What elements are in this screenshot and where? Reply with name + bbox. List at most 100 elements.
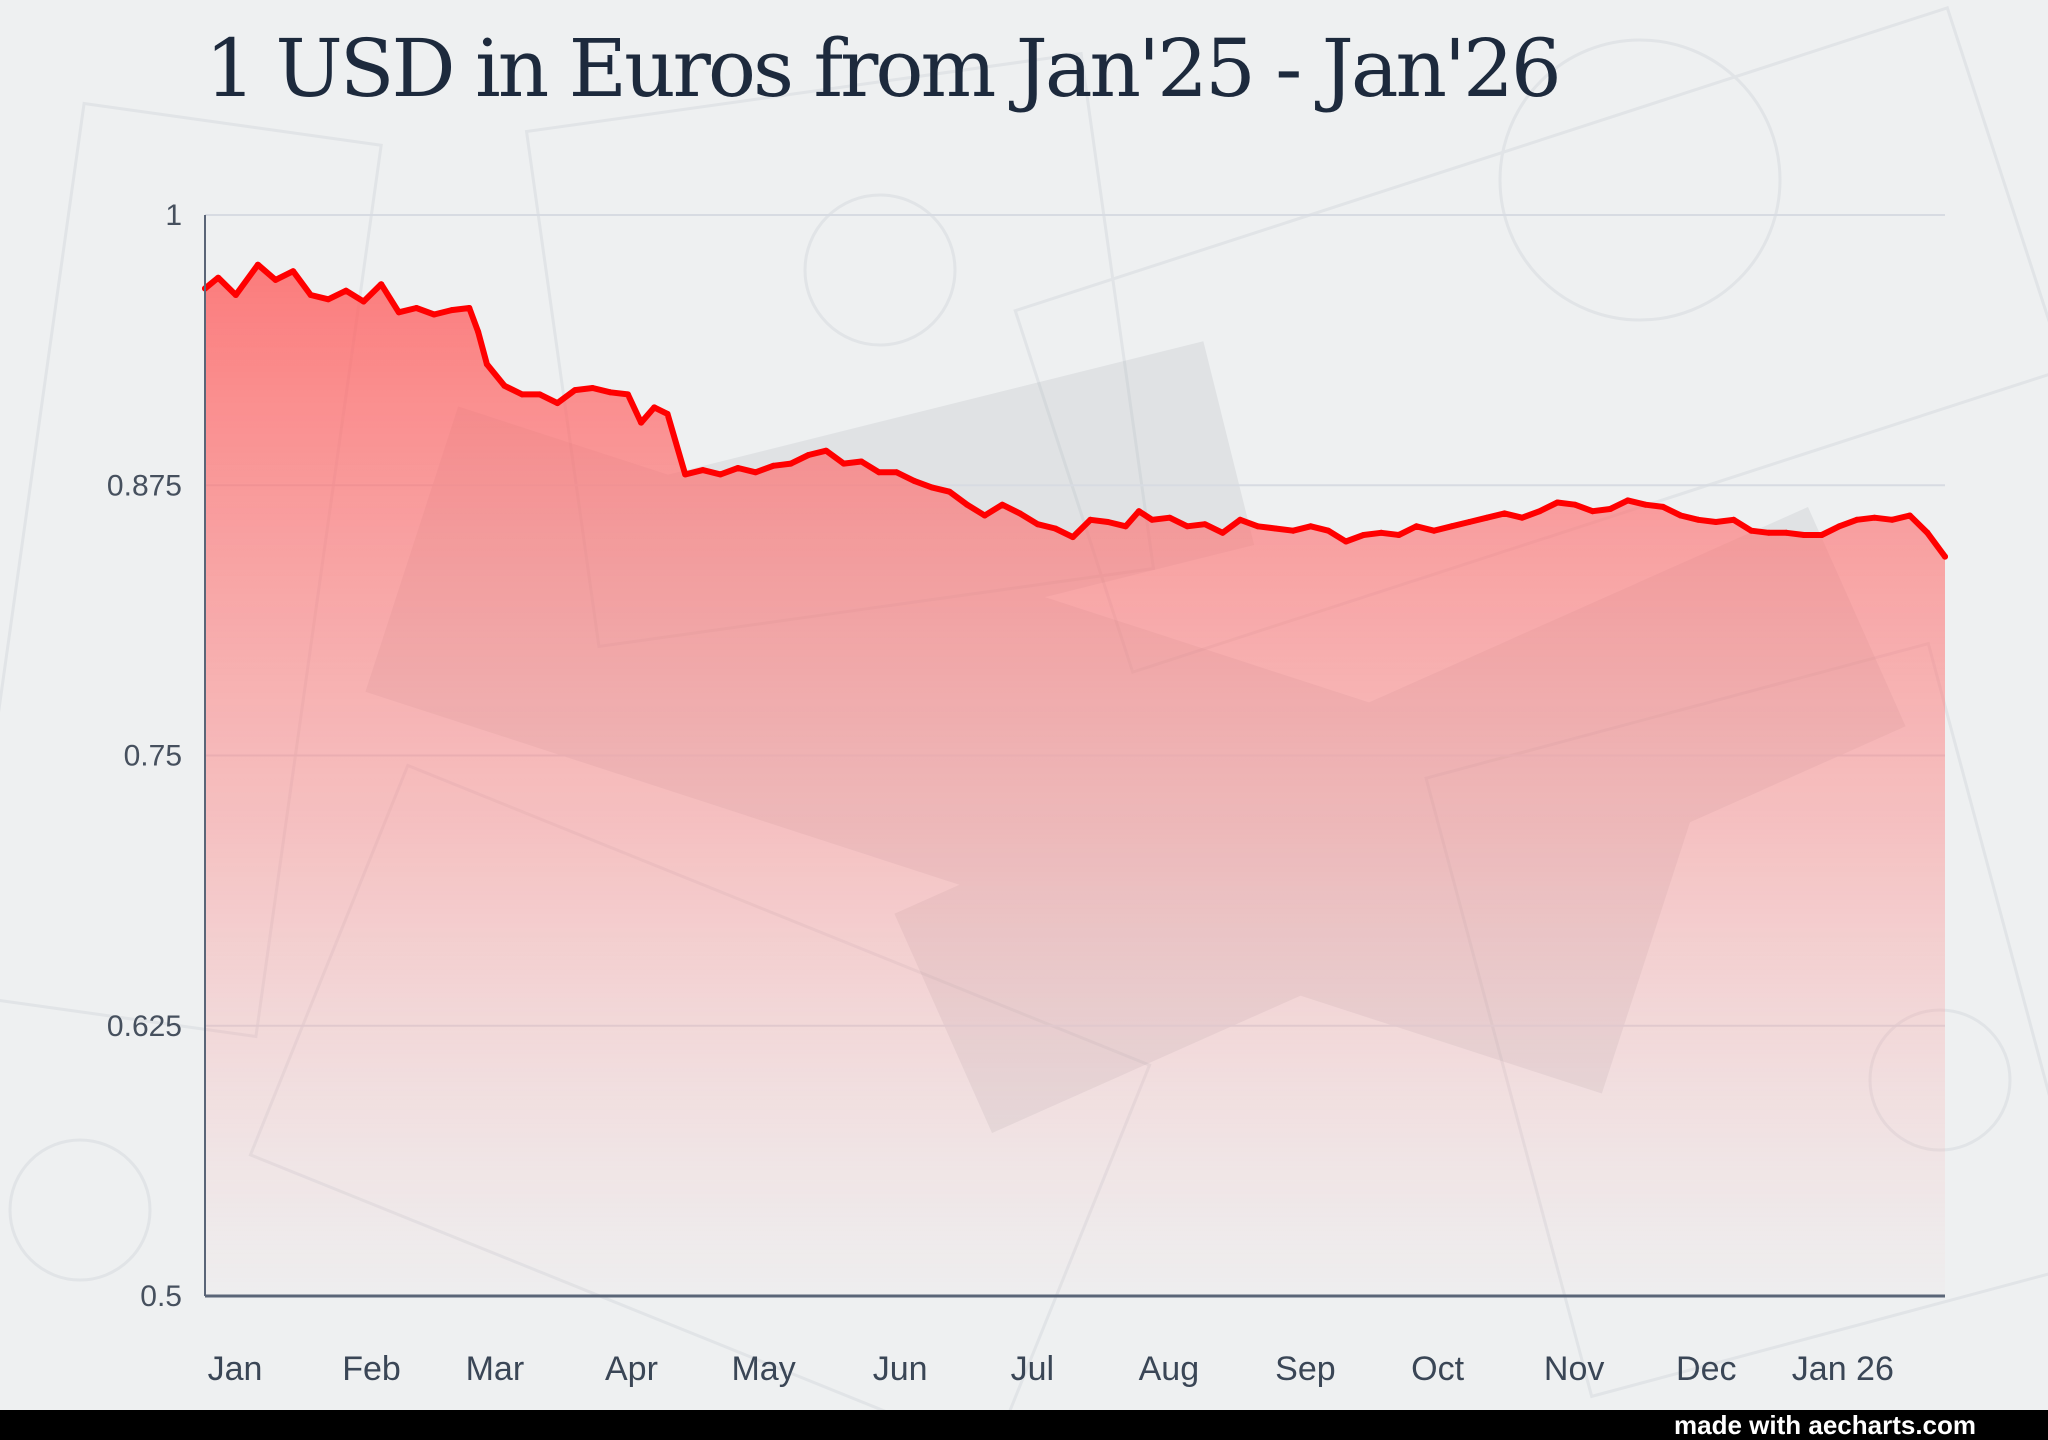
data-point (840, 460, 847, 467)
data-point (1307, 523, 1314, 530)
data-point (1325, 527, 1332, 534)
data-point (1184, 523, 1191, 530)
data-point (1087, 516, 1094, 523)
x-tick-label: Aug (1139, 1350, 1200, 1388)
data-point (1237, 516, 1244, 523)
data-point (1431, 527, 1437, 534)
data-point (501, 382, 508, 389)
data-point (1254, 523, 1261, 530)
data-point (448, 307, 455, 314)
x-axis-ticks: Jan Feb Mar Apr May Jun Jul Aug Sep Oct Nov Dec Jan … (208, 1350, 1894, 1388)
data-point (981, 512, 988, 519)
data-point (735, 465, 741, 471)
data-point (483, 361, 490, 368)
data-point (1122, 523, 1129, 530)
data-point (624, 391, 631, 398)
data-point (1836, 523, 1843, 530)
data-point (928, 484, 935, 491)
x-tick-label: Jan 26 (1792, 1350, 1894, 1388)
x-tick-label: Jan (208, 1350, 263, 1388)
data-point (1501, 510, 1508, 517)
data-point (1942, 553, 1948, 560)
chart-title: 1 USD in Euros from Jan'25 - Jan'26 (205, 22, 1562, 115)
data-point (964, 501, 971, 508)
data-point (519, 391, 526, 398)
data-point (770, 462, 777, 469)
x-tick-label: Oct (1411, 1350, 1464, 1388)
data-point (1395, 532, 1402, 538)
data-point (1906, 512, 1913, 519)
data-point (823, 447, 830, 454)
x-tick-label: May (731, 1350, 795, 1388)
data-point (1466, 519, 1473, 525)
data-point (1554, 499, 1561, 506)
data-point (1765, 529, 1772, 536)
data-point (325, 296, 332, 303)
footer-credit: made with aecharts.com (1674, 1410, 1976, 1440)
data-point (475, 328, 482, 335)
data-point (876, 469, 882, 476)
x-tick-label: Jul (1011, 1350, 1054, 1388)
data-point (1642, 501, 1649, 508)
data-point (946, 488, 953, 495)
y-tick-label: 0.75 (124, 740, 182, 773)
x-tick-label: Feb (342, 1350, 401, 1388)
data-point (699, 467, 706, 474)
x-tick-label: Sep (1275, 1350, 1336, 1388)
data-point (1360, 532, 1367, 538)
data-point (1536, 508, 1543, 515)
data-point (1607, 506, 1614, 512)
data-point (787, 460, 794, 467)
data-point (1818, 532, 1825, 538)
data-point (1801, 532, 1807, 538)
series-area (205, 264, 1945, 1297)
data-point (1069, 534, 1076, 541)
data-point (607, 389, 614, 396)
data-point (343, 287, 349, 294)
data-point (664, 410, 671, 417)
data-point (378, 281, 385, 288)
data-point (1135, 508, 1142, 515)
data-point (1695, 516, 1702, 523)
data-point (1483, 514, 1490, 521)
data-point (1219, 529, 1226, 536)
data-point (1272, 525, 1279, 532)
x-tick-label: Mar (466, 1350, 525, 1388)
data-point (536, 391, 543, 398)
data-point (1149, 516, 1156, 523)
data-point (1105, 519, 1111, 525)
data-point (215, 274, 222, 281)
x-tick-label: Nov (1544, 1350, 1604, 1388)
data-point (638, 419, 645, 426)
data-point (1889, 516, 1896, 523)
data-point (1748, 527, 1755, 534)
data-point (413, 305, 420, 311)
data-point (651, 404, 658, 411)
data-point (307, 292, 314, 298)
data-point (1660, 503, 1667, 510)
x-tick-label: Apr (605, 1350, 658, 1388)
y-tick-label: 0.625 (107, 1010, 182, 1043)
data-point (572, 387, 578, 394)
data-point (1924, 529, 1931, 536)
y-tick-label: 0.875 (107, 469, 182, 502)
data-point (682, 471, 689, 478)
data-point (858, 458, 865, 465)
y-tick-label: 1 (165, 199, 182, 232)
data-point (999, 501, 1006, 508)
data-point (360, 298, 367, 305)
data-point (1677, 512, 1684, 519)
data-point (1589, 508, 1596, 515)
data-point (1052, 525, 1059, 532)
data-point (272, 276, 279, 283)
data-point (1730, 516, 1737, 523)
data-point (1783, 529, 1790, 536)
data-point (1448, 523, 1455, 530)
data-point (1519, 514, 1526, 521)
data-point (1572, 501, 1578, 508)
data-point (893, 469, 900, 476)
data-point (254, 261, 261, 268)
y-tick-label: 0.5 (140, 1280, 182, 1313)
data-point (589, 385, 596, 391)
data-point (1871, 514, 1878, 521)
